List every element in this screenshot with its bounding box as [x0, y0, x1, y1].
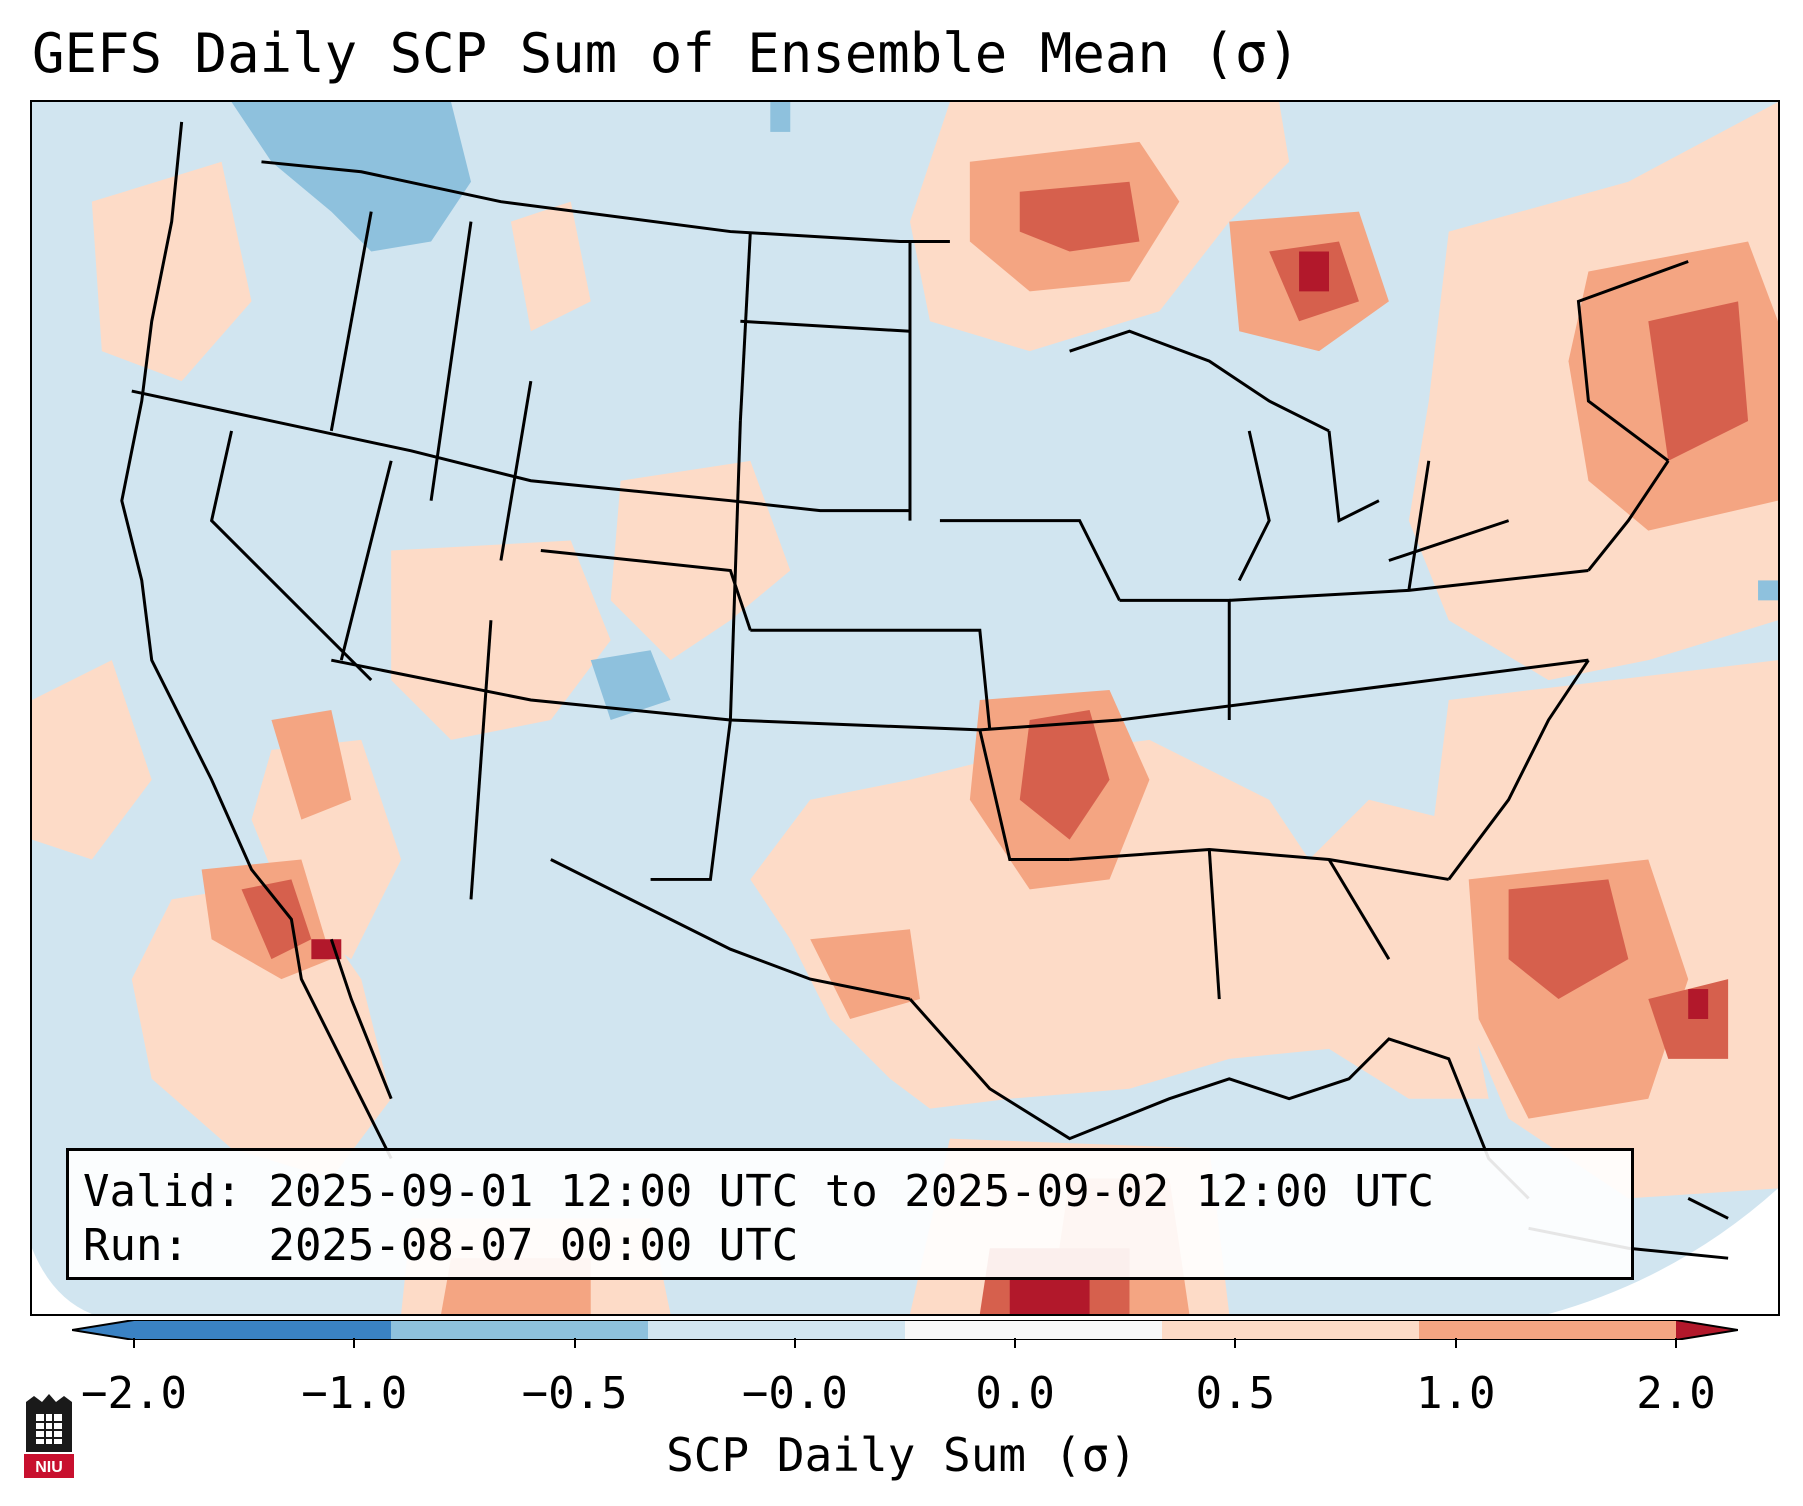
colorbar-segment: [134, 1320, 392, 1340]
colorbar-tick-mark: [133, 1338, 135, 1348]
colorbar-tick-label: 0.5: [1195, 1368, 1276, 1419]
svg-text:NIU: NIU: [35, 1459, 63, 1476]
colorbar-segment: [391, 1320, 649, 1340]
map-panel[interactable]: [30, 100, 1780, 1316]
colorbar-segment: [1162, 1320, 1420, 1340]
political-boundaries: [120, 121, 1689, 1160]
scp-field-map[interactable]: [32, 102, 1778, 1314]
colorbar-tick-label: −0.0: [741, 1368, 848, 1419]
validity-info-box: Valid: 2025-09-01 12:00 UTC to 2025-09-0…: [66, 1148, 1634, 1280]
colorbar-extend-high: [1676, 1320, 1738, 1340]
colorbar-tick-label: 1.0: [1415, 1368, 1496, 1419]
colorbar-tick-label: 2.0: [1636, 1368, 1716, 1419]
colorbar-extend-low: [72, 1320, 134, 1340]
colorbar-tick-label: −0.5: [521, 1368, 628, 1419]
niu-logo: NIU: [24, 1394, 74, 1478]
colorbar-tick-label: −2.0: [81, 1368, 187, 1419]
colorbar-tick-label: −1.0: [301, 1368, 408, 1419]
colorbar-tick-mark: [573, 1338, 576, 1348]
colorbar-tick-mark: [1675, 1338, 1677, 1348]
niu-logo-badge: [24, 1454, 74, 1478]
colorbar-segment: [1419, 1320, 1677, 1340]
negative-anomaly-areas: [231, 102, 1778, 720]
valid-time-range: 2025-09-01 12:00 UTC to 2025-09-02 12:00…: [268, 1166, 1435, 1217]
valid-label: Valid:: [83, 1166, 242, 1217]
colorbar-tick-label: 0.0: [975, 1368, 1055, 1419]
colorbar-tick-mark: [793, 1338, 796, 1348]
map-title: GEFS Daily SCP Sum of Ensemble Mean (σ): [32, 22, 1300, 85]
colorbar-segment: [648, 1320, 906, 1340]
colorbar-tick-mark: [353, 1338, 356, 1348]
run-label: Run:: [83, 1220, 189, 1271]
run-time: 2025-08-07 00:00 UTC: [268, 1220, 799, 1271]
colorbar: [72, 1320, 1738, 1340]
colorbar-label: SCP Daily Sum (σ): [666, 1428, 1137, 1482]
colorbar-segment: [905, 1320, 1163, 1340]
colorbar-tick-mark: [1014, 1338, 1017, 1348]
colorbar-tick-mark: [1454, 1338, 1457, 1348]
colorbar-tick-mark: [1234, 1338, 1237, 1348]
colorbar-ticks: −2.0 −1.0 −0.5 −0.0 0.0 0.5 1.0 2.0: [0, 1338, 1803, 1419]
